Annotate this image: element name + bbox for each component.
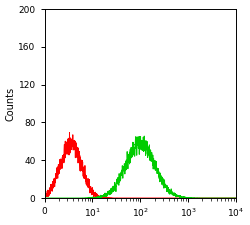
Y-axis label: Counts: Counts [6,86,16,121]
